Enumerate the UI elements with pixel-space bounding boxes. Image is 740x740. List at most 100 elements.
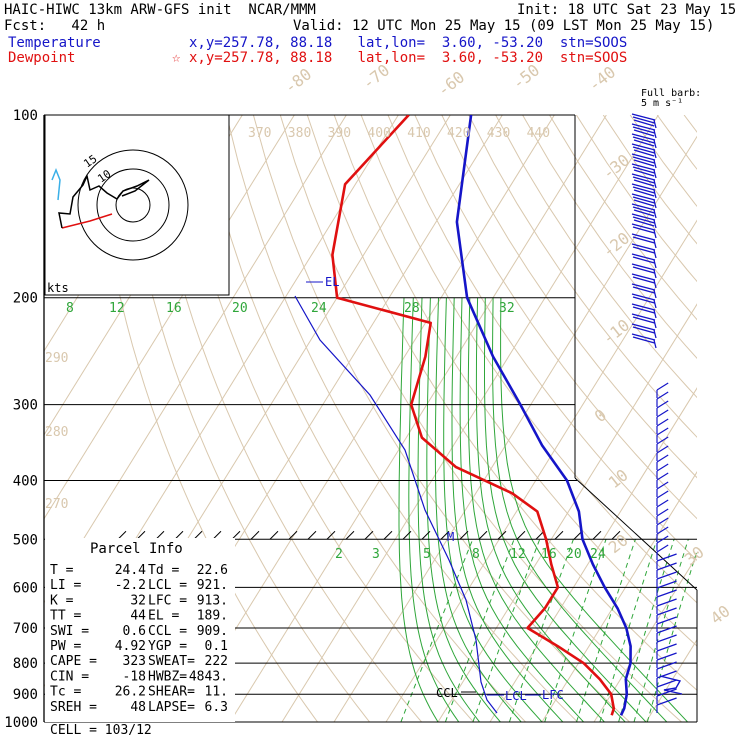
isotherm-line [541,471,697,722]
parcel-info-key: SWEAT= [148,654,195,669]
dry-adiabat-line [387,115,697,561]
wind-barb-flag [656,661,677,670]
dry-adiabat-line [306,115,697,691]
parcel-info-key: SREH = [50,700,97,715]
wind-barb-flag [632,246,655,254]
wind-barb [653,149,657,159]
melting-level-label: M [447,530,454,544]
isotherm-line [229,115,607,722]
parcel-info-key: SWI = [50,624,89,639]
wind-barb-flag [656,598,677,607]
moist-adiabat-label: 12 [109,301,125,316]
theta-label: 440 [527,126,550,141]
wind-barb-flag [631,253,656,261]
isotherm-label: -20 [599,228,633,261]
wind-barb-flag [632,256,655,264]
wind-barb [653,169,657,179]
wind-barb [653,309,657,319]
wind-barb-flag [656,652,677,661]
wind-barb [653,279,657,289]
wind-barb [653,209,657,219]
wind-barb-flag [632,166,655,174]
parcel-info-key: LCL = [148,578,187,593]
wind-barb-flag [656,409,669,418]
wind-barb-flag [633,169,655,177]
dry-adiabat-line [629,115,697,208]
legend-temperature-location: x,y=257.78, 88.18 lat,lon= 3.60, -53.20 … [189,35,628,51]
isotherm-label: 10 [605,465,632,492]
mixing-ratio-label: 8 [472,547,480,562]
parcel-info-value: 0.6 [123,624,146,639]
dewpoint-profile-line [331,115,616,716]
wind-barb-flag [656,553,677,562]
hatch-mark [497,530,507,540]
wind-barb-flag [656,670,677,679]
legend-dewpoint-location: x,y=257.78, 88.18 lat,lon= 3.60, -53.20 … [189,50,628,66]
parcel-info-key: YGP = [148,639,187,654]
mixing-ratio-label: 20 [566,547,582,562]
mixing-ratio-label: 16 [541,547,557,562]
parcel-info-value: 26.2 [115,685,146,700]
wind-barb-flag [631,183,656,191]
wind-barb-flag [656,400,669,409]
wind-barb-flag [632,286,655,294]
dry-adiabat-line [252,115,630,722]
mixing-ratio-label: 24 [590,547,606,562]
wind-barb-flag [632,276,655,284]
theta-label: 370 [248,126,271,141]
theta-label: 380 [288,126,311,141]
parcel-info-value: 11. [205,685,228,700]
theta-label: 270 [45,497,68,512]
wind-barb [653,259,657,269]
hodograph-trace-low [61,213,113,229]
hatch-mark [478,530,488,540]
hatch-mark [136,530,146,540]
wind-barb [653,219,657,229]
parcel-info-value: 921. [197,578,228,593]
wind-barb [653,119,657,129]
mixing-ratio-label: 3 [372,547,380,562]
mixing-ratio-label: 12 [510,547,526,562]
header-forecast-hour: Fcst: 42 h [4,18,106,34]
wind-barb-flag [656,526,669,535]
parcel-info-key: CIN = [50,669,89,684]
dry-adiabat-line [656,115,697,170]
hodograph-trace-upper [51,167,61,201]
pressure-label: 1000 [4,715,38,731]
wind-barb-flag [656,679,677,688]
dry-adiabat-line [683,115,697,133]
parcel-info-value: 24.4 [115,563,146,578]
pressure-label: 200 [13,291,38,307]
wind-barb-flag [656,418,669,427]
parcel-info-value: 4.92 [115,639,146,654]
wind-barb-flag [632,176,655,184]
wind-barb-flag [656,391,669,400]
legend-temperature-label: Temperature [8,35,101,51]
wind-barb-flag [656,481,669,490]
wind-barbs [631,113,683,713]
moist-adiabat-line [408,297,460,722]
wind-barb-flag [631,193,656,201]
parcel-path-line [294,295,498,714]
hatch-mark [516,530,526,540]
parcel-info-background [45,538,235,722]
moist-adiabat-label: 24 [311,301,327,316]
wind-barb-flag [631,173,656,181]
wind-barb-flag [656,472,669,481]
pressure-label: 800 [13,656,38,672]
parcel-info-value: 222 [205,654,228,669]
parcel-info-key: LI = [50,578,81,593]
parcel-info-value: 44 [130,609,146,624]
wind-barb-flag [656,382,669,391]
wind-barb-flag [631,273,656,281]
wind-barb-flag [656,445,669,454]
wind-barb-flag [656,535,669,544]
wind-barb-flag [633,209,655,217]
isotherm-label: -60 [434,67,468,100]
parcel-info-key: T = [50,563,74,578]
header-init-time: Init: 18 UTC Sat 23 May 15 [517,2,737,18]
moist-adiabat-label: 32 [499,301,515,316]
wind-barb-flag [633,139,655,147]
parcel-info-value: 913. [197,593,228,608]
